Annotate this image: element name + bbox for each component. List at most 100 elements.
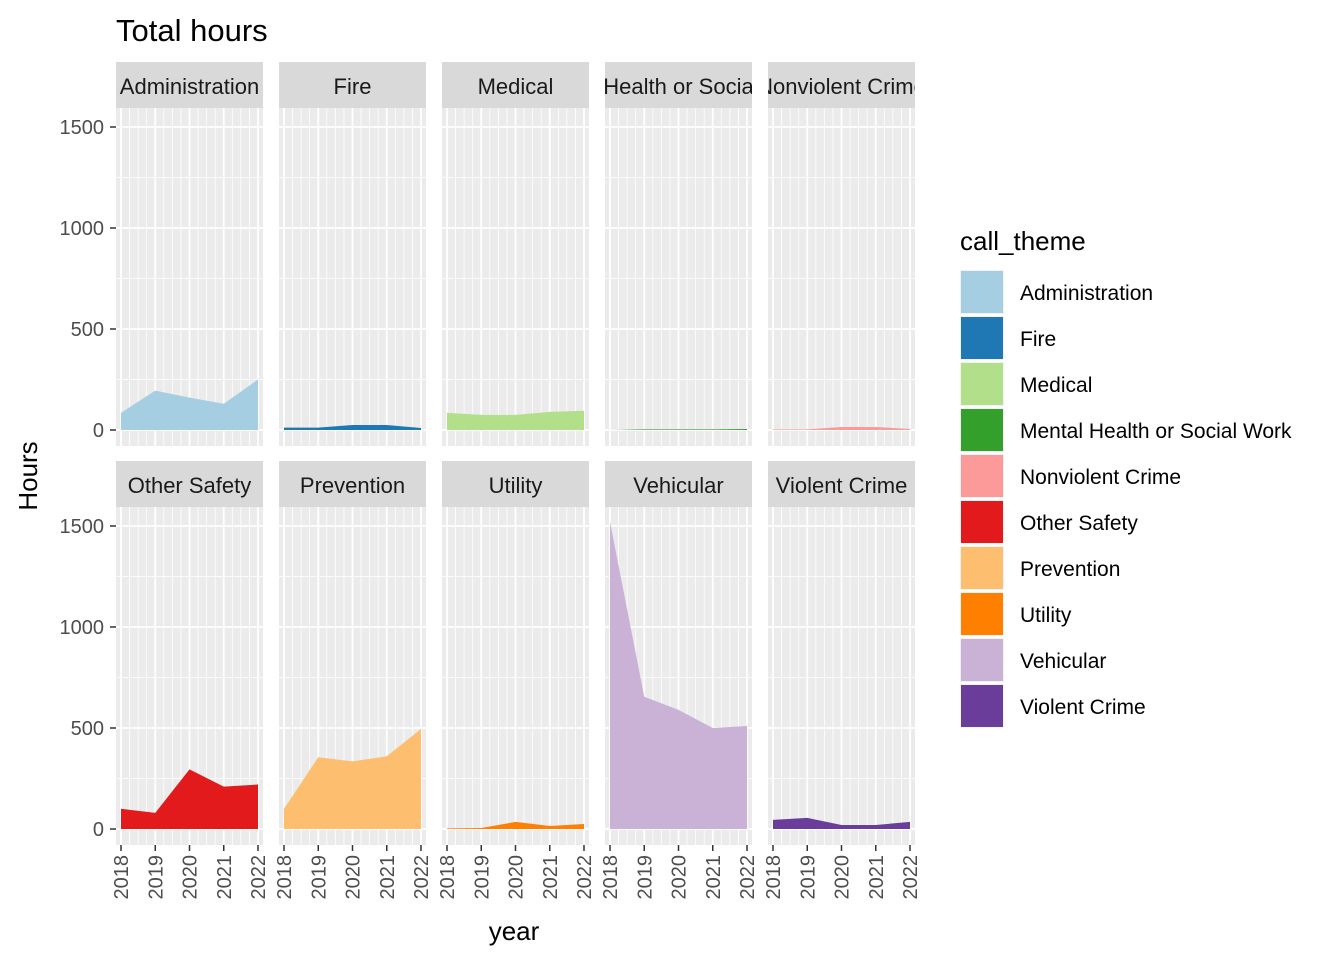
legend-item-mental-health-or-social-work: Mental Health or Social Work bbox=[960, 408, 1292, 452]
facet-panel-prevention: Prevention 2018 2019 2020 2021 2022 bbox=[274, 461, 433, 900]
facet-panel-medical: Medical bbox=[442, 62, 589, 446]
facet-panel-violent-crime: Violent Crime 2018 2019 2020 2021 2022 bbox=[763, 461, 922, 900]
x-tick-label: 2019 bbox=[797, 855, 819, 900]
facet-strip-label: Utility bbox=[489, 473, 543, 498]
x-tick-label: 2020 bbox=[506, 855, 528, 900]
area-series-mental-health-or-social-work bbox=[610, 428, 747, 430]
x-tick-label: 2019 bbox=[308, 855, 330, 900]
legend-swatch bbox=[961, 455, 1003, 497]
x-tick-label: 2018 bbox=[763, 855, 785, 900]
x-tick-label: 2018 bbox=[274, 855, 296, 900]
y-tick-label: 1000 bbox=[60, 617, 105, 639]
y-tick-label: 1000 bbox=[60, 218, 105, 240]
facet-strip bbox=[116, 461, 263, 507]
facet-strip bbox=[605, 62, 752, 108]
legend-swatch bbox=[961, 501, 1003, 543]
chart-title: Total hours bbox=[116, 13, 268, 48]
legend-label: Medical bbox=[1020, 374, 1092, 397]
x-tick-label: 2018 bbox=[600, 855, 622, 900]
facet-strip-label: Violent Crime bbox=[776, 473, 908, 498]
legend-item-other-safety: Other Safety bbox=[960, 500, 1138, 544]
facet-panel-nonviolent-crime: Nonviolent Crime bbox=[757, 62, 926, 446]
facet-panel-vehicular: Vehicular 2018 2019 2020 2021 2022 bbox=[600, 461, 759, 900]
legend-title: call_theme bbox=[960, 226, 1086, 256]
facet-strip-label: Administration bbox=[120, 74, 259, 99]
x-tick-label: 2021 bbox=[866, 855, 888, 900]
facet-strip bbox=[768, 62, 915, 108]
legend-item-medical: Medical bbox=[960, 362, 1092, 406]
x-tick-label: 2021 bbox=[377, 855, 399, 900]
facet-panel-utility: Utility 2018 2019 2020 2021 2022 bbox=[437, 461, 596, 900]
legend-item-vehicular: Vehicular bbox=[960, 638, 1106, 682]
legend-swatch bbox=[961, 639, 1003, 681]
x-axis-title: year bbox=[489, 916, 540, 946]
legend-item-prevention: Prevention bbox=[960, 546, 1120, 590]
y-tick-label: 0 bbox=[93, 420, 104, 442]
x-tick-label: 2018 bbox=[437, 855, 459, 900]
legend-swatch bbox=[961, 593, 1003, 635]
facet-strip bbox=[442, 461, 589, 507]
legend-swatch bbox=[961, 685, 1003, 727]
x-tick-label: 2020 bbox=[343, 855, 365, 900]
x-tick-label: 2018 bbox=[111, 855, 133, 900]
facet-strip-label: Fire bbox=[334, 74, 372, 99]
y-tick-label: 500 bbox=[71, 319, 104, 341]
facet-strip-label: Health or Socia bbox=[603, 74, 754, 99]
legend-label: Violent Crime bbox=[1020, 696, 1146, 719]
legend-item-administration: Administration bbox=[960, 270, 1153, 314]
x-tick-label: 2019 bbox=[634, 855, 656, 900]
area-series-prevention bbox=[284, 729, 421, 829]
legend-label: Nonviolent Crime bbox=[1020, 466, 1181, 489]
legend-label: Other Safety bbox=[1020, 512, 1138, 535]
legend-swatch bbox=[961, 271, 1003, 313]
legend: call_theme Administration Fire Medical Ment… bbox=[960, 226, 1292, 728]
facet-strip bbox=[279, 461, 426, 507]
area-series-utility bbox=[447, 821, 584, 829]
legend-item-utility: Utility bbox=[960, 592, 1072, 636]
facet-strip bbox=[116, 62, 263, 108]
area-series-nonviolent-crime bbox=[773, 426, 910, 430]
x-tick-label: 2022 bbox=[900, 855, 922, 900]
x-tick-label: 2022 bbox=[248, 855, 270, 900]
area-series-other-safety bbox=[121, 769, 258, 829]
area-series-fire bbox=[284, 424, 421, 430]
area-series-violent-crime bbox=[773, 817, 910, 829]
facet-strip-label: Vehicular bbox=[633, 473, 724, 498]
area-series-vehicular bbox=[610, 521, 747, 829]
x-tick-label: 2022 bbox=[574, 855, 596, 900]
y-axis-title: Hours bbox=[13, 441, 43, 510]
area-series-administration bbox=[121, 379, 258, 430]
x-tick-label: 2021 bbox=[214, 855, 236, 900]
area-series-medical bbox=[447, 410, 584, 430]
legend-item-violent-crime: Violent Crime bbox=[960, 684, 1146, 728]
facet-strip-label: Prevention bbox=[300, 473, 405, 498]
legend-label: Vehicular bbox=[1020, 650, 1106, 673]
legend-swatch bbox=[961, 317, 1003, 359]
x-tick-label: 2022 bbox=[411, 855, 433, 900]
facet-panel-administration: Administration 0 500 1000 1500 bbox=[60, 62, 263, 446]
legend-label: Mental Health or Social Work bbox=[1020, 420, 1292, 443]
x-tick-label: 2021 bbox=[540, 855, 562, 900]
facet-panel-fire: Fire bbox=[279, 62, 426, 446]
x-tick-label: 2020 bbox=[832, 855, 854, 900]
x-tick-label: 2019 bbox=[145, 855, 167, 900]
legend-swatch bbox=[961, 363, 1003, 405]
facet-strip-label: Nonviolent Crime bbox=[757, 74, 926, 99]
x-tick-label: 2021 bbox=[703, 855, 725, 900]
legend-label: Administration bbox=[1020, 282, 1153, 305]
legend-label: Fire bbox=[1020, 328, 1056, 351]
y-tick-label: 1500 bbox=[60, 117, 105, 139]
y-tick-label: 1500 bbox=[60, 516, 105, 538]
facet-strip bbox=[279, 62, 426, 108]
legend-swatch bbox=[961, 409, 1003, 451]
x-tick-label: 2020 bbox=[180, 855, 202, 900]
facet-strip bbox=[605, 461, 752, 507]
facet-strip-label: Medical bbox=[478, 74, 554, 99]
y-tick-label: 500 bbox=[71, 718, 104, 740]
facet-strip bbox=[768, 461, 915, 507]
facet-strip-label: Other Safety bbox=[128, 473, 252, 498]
facet-panels: Administration 0 500 1000 1500 Fire Medical Hea… bbox=[60, 62, 926, 900]
facet-panel-other-safety: Other Safety 0 500 1000 1500 2018 2019 2020 2021… bbox=[60, 461, 270, 900]
legend-item-nonviolent-crime: Nonviolent Crime bbox=[960, 454, 1181, 498]
